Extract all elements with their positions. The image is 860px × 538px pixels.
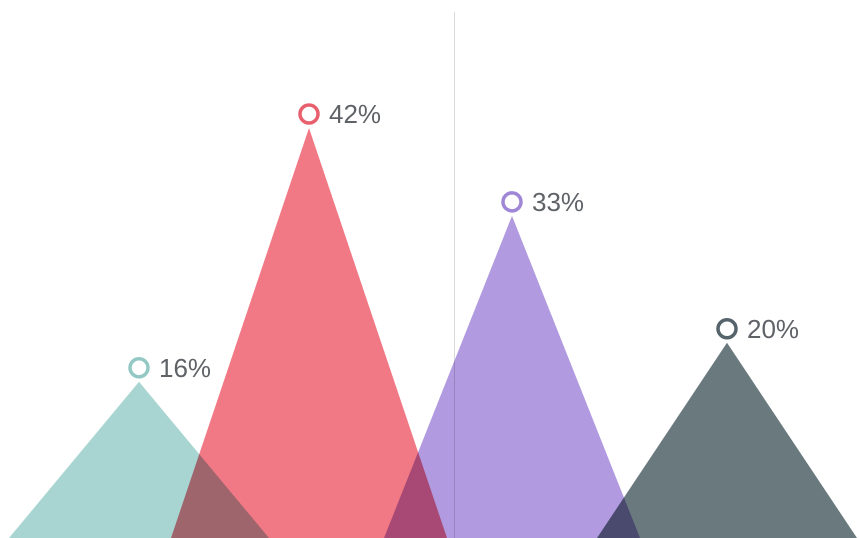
peak-marker-3: [501, 191, 523, 213]
peak-marker-4: [716, 318, 738, 340]
peak-marker-2: [298, 103, 320, 125]
triangle-bar-3: [384, 215, 640, 538]
value-label-4: 20%: [747, 314, 799, 344]
triangle-bar-2: [171, 128, 447, 538]
labels-layer: 16% 42% 33% 20%: [159, 99, 799, 383]
triangles-layer: [9, 128, 857, 538]
markers-layer: [128, 103, 738, 379]
triangle-bar-4: [597, 342, 857, 538]
value-label-3: 33%: [532, 187, 584, 217]
value-label-1: 16%: [159, 353, 211, 383]
center-divider: [454, 12, 455, 538]
value-label-2: 42%: [329, 99, 381, 129]
peak-marker-1: [128, 357, 150, 379]
